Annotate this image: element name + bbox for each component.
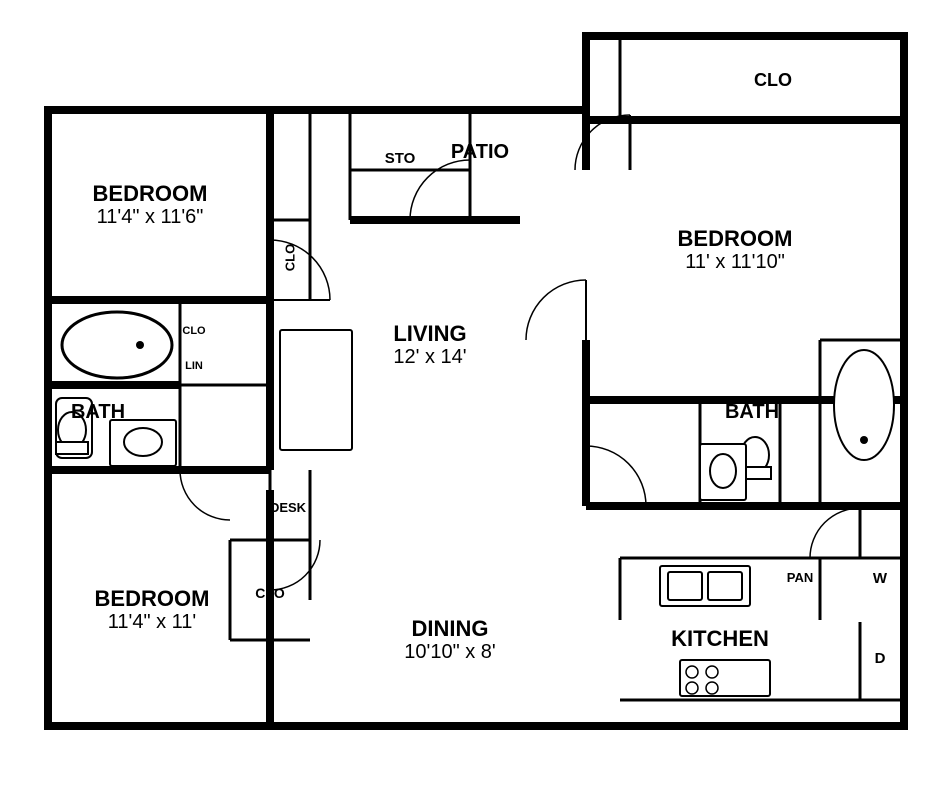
small-label: LIN <box>154 360 234 372</box>
small-label: PAN <box>760 570 840 585</box>
room-dimensions: 12' x 14' <box>330 346 530 369</box>
room-name: LIVING <box>330 321 530 346</box>
room-name: BEDROOM <box>635 226 835 251</box>
small-label: DESK <box>248 500 328 515</box>
room-name: BEDROOM <box>50 181 250 206</box>
room-label: BEDROOM11' x 11'10" <box>635 226 835 274</box>
room-label: KITCHEN <box>620 626 820 651</box>
room-label: BEDROOM11'4" x 11' <box>52 586 252 634</box>
room-label: DINING10'10" x 8' <box>350 616 550 664</box>
small-label: CLO <box>154 325 234 337</box>
room-dimensions: 10'10" x 8' <box>350 641 550 664</box>
room-label: BATH <box>652 401 852 424</box>
room-dimensions: 11' x 11'10" <box>635 251 835 274</box>
room-dimensions: 11'4" x 11' <box>52 611 252 634</box>
room-label: LIVING12' x 14' <box>330 321 530 369</box>
floorplan-canvas: BEDROOM11'4" x 11'6"BATHBEDROOM11'4" x 1… <box>0 0 936 795</box>
room-dimensions: 11'4" x 11'6" <box>50 206 250 229</box>
small-label: CLO <box>230 585 310 601</box>
room-name: BATH <box>652 401 852 424</box>
room-name: BEDROOM <box>52 586 252 611</box>
room-name: BATH <box>0 401 198 424</box>
small-label: CLO <box>283 218 298 298</box>
small-label: CLO <box>733 70 813 91</box>
room-label: BATH <box>0 401 198 424</box>
small-label: STO <box>360 150 440 167</box>
small-label: W <box>840 570 920 587</box>
room-label: BEDROOM11'4" x 11'6" <box>50 181 250 229</box>
small-label: D <box>840 650 920 667</box>
room-name: KITCHEN <box>620 626 820 651</box>
floorplan-svg <box>0 0 936 795</box>
room-name: DINING <box>350 616 550 641</box>
